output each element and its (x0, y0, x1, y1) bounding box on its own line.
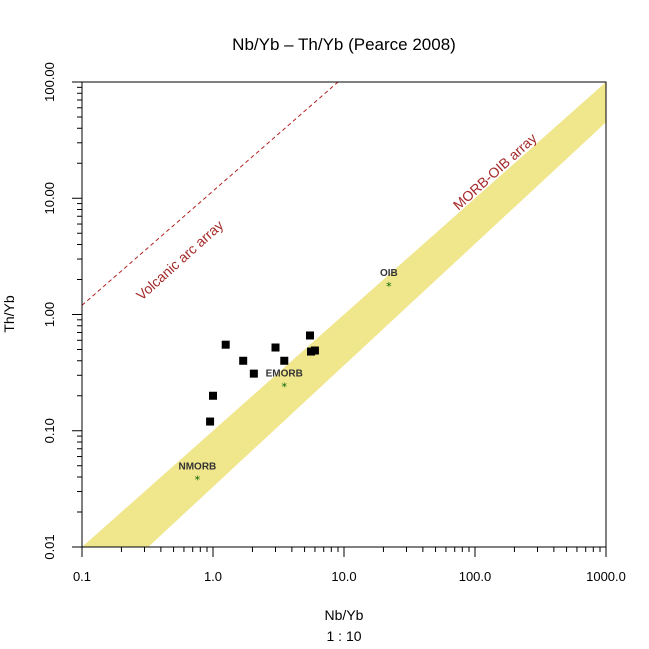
x-tick-label: 1000.0 (586, 569, 626, 584)
sample-point (280, 356, 289, 365)
x-tick-label: 10.0 (331, 569, 356, 584)
reference-point-label: EMORB (266, 369, 303, 380)
reference-point-marker: * (386, 280, 392, 293)
sample-point (249, 369, 258, 378)
reference-point-label: NMORB (178, 462, 216, 473)
reference-point-label: OIB (380, 268, 398, 279)
x-axis: 0.1 1.0 10.0 100.0 1000.0 (73, 547, 626, 584)
sample-point (239, 356, 248, 365)
reference-point-marker: * (195, 474, 201, 487)
x-axis-label: Nb/Yb (325, 607, 364, 623)
y-tick-label: 0.01 (42, 534, 57, 559)
y-tick-label: 100.00 (42, 62, 57, 102)
sample-point (206, 417, 215, 426)
x-tick-label: 0.1 (73, 569, 91, 584)
y-axis: 0.01 0.10 1.00 10.00 100.00 (42, 62, 82, 560)
volcanic-arc-array-label: Volcanic arc array (133, 217, 226, 303)
plot-region (82, 82, 606, 547)
sample-point (221, 340, 230, 349)
scale-note: 1 : 10 (326, 628, 361, 644)
sample-point (209, 391, 217, 400)
chart-title: Nb/Yb – Th/Yb (Pearce 2008) (232, 35, 456, 54)
y-axis-label: Th/Yb (1, 295, 17, 333)
sample-point (271, 343, 280, 352)
y-tick-label: 1.00 (42, 302, 57, 327)
y-tick-label: 10.00 (42, 182, 57, 215)
volcanic-arc-line (82, 82, 339, 306)
reference-point-marker: * (282, 381, 288, 394)
x-tick-label: 1.0 (204, 569, 222, 584)
sample-point (305, 331, 314, 340)
y-tick-label: 0.10 (42, 418, 57, 443)
morb-oib-array-band (82, 82, 606, 547)
data-marks: *NMORB*EMORB*OIB (178, 268, 397, 486)
sample-point (310, 346, 319, 355)
x-tick-label: 100.0 (459, 569, 492, 584)
